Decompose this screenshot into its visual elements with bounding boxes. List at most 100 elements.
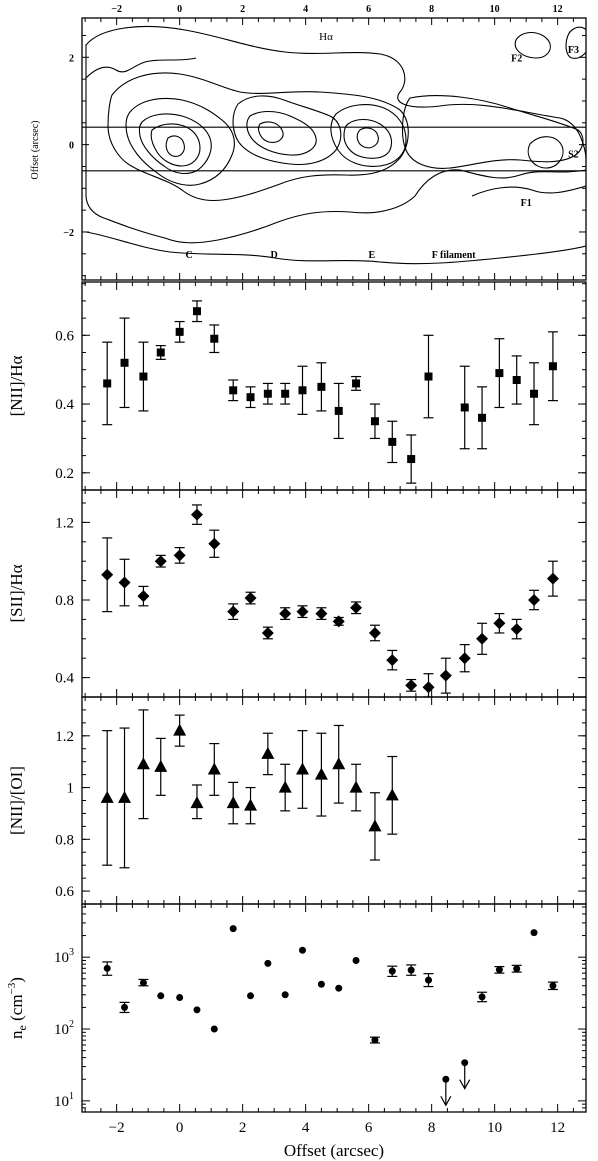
data-point-diamond <box>546 572 559 585</box>
data-point-triangle <box>349 780 363 793</box>
data-point-diamond <box>439 669 452 682</box>
data-point-diamond <box>261 626 274 639</box>
contour-f3 <box>565 26 586 59</box>
data-point-diamond <box>208 537 221 550</box>
data-point-diamond <box>528 593 541 606</box>
data-point-square <box>298 386 307 395</box>
contour-d-outer <box>232 95 342 166</box>
annotation-label: F2 <box>511 54 522 65</box>
contour-map <box>85 25 586 265</box>
data-point-square <box>246 393 255 402</box>
contour-e-outer <box>330 104 407 167</box>
data-point-circle <box>352 956 360 964</box>
data-point-circle <box>425 976 432 984</box>
data-point-diamond <box>296 605 309 618</box>
contour-d-peak <box>258 121 284 143</box>
data-point-square <box>495 369 504 378</box>
y-axis-label: [SII]/Hα <box>7 564 26 622</box>
x-tick-label: 12 <box>550 1120 565 1136</box>
contour-f1 <box>471 185 586 197</box>
y-tick-label: 0.8 <box>55 832 74 848</box>
data-point-square <box>478 413 487 422</box>
data-point-circle <box>157 992 165 1000</box>
data-point-circle <box>176 993 184 1001</box>
data-point-square <box>192 307 201 316</box>
panel-frame <box>81 903 587 1113</box>
data-point-square <box>370 417 379 426</box>
contour-level-2 <box>107 72 409 202</box>
halpha-line-label: Hα <box>319 31 333 43</box>
data-point-triangle <box>314 767 328 780</box>
x-tick-label-top: 10 <box>490 4 500 15</box>
annotation-label: S2 <box>568 150 579 161</box>
contour-level-5 <box>150 123 201 167</box>
data-point-square <box>352 379 361 388</box>
y-tick-label: 1.2 <box>55 515 74 531</box>
data-point-circle <box>317 980 325 988</box>
data-point-circle <box>478 993 486 1001</box>
annotation-label: D <box>271 250 278 261</box>
data-point-triangle <box>118 790 132 803</box>
data-point-square <box>388 437 397 446</box>
data-point-diamond <box>493 617 506 630</box>
x-tick-label: 6 <box>365 1120 373 1136</box>
data-point-square <box>317 382 326 391</box>
annotation-label: C <box>185 250 192 261</box>
data-point-circle <box>210 1025 218 1033</box>
data-point-circle <box>371 1036 379 1044</box>
data-point-square <box>407 455 416 464</box>
y-tick-label: 101 <box>54 1091 74 1110</box>
data-point-diamond <box>510 623 523 636</box>
x-tick-label-top: −2 <box>111 4 122 15</box>
data-point-circle <box>530 929 538 937</box>
data-point-square <box>156 348 165 357</box>
data-point-circle <box>121 1003 129 1011</box>
data-point-triangle <box>173 723 187 736</box>
data-point-diamond <box>227 605 240 618</box>
panel-frame <box>81 696 587 905</box>
data-point-square <box>175 327 184 336</box>
top-panel-ylabel: Offset (arcsec) <box>30 121 41 180</box>
data-point-triangle <box>385 788 399 801</box>
contour-level-1 <box>85 25 586 244</box>
data-point-circle <box>495 966 503 974</box>
data-point-diamond <box>422 681 435 694</box>
data-point-square <box>210 334 219 343</box>
panel-frame <box>81 489 587 698</box>
data-point-diamond <box>118 576 131 589</box>
upper-limit-arrowhead <box>459 1079 471 1090</box>
data-point-circle <box>193 1006 201 1014</box>
contour-d-inner <box>246 110 317 156</box>
region-annotations: C D E F filament F1 S2 F2 F3 <box>185 45 578 261</box>
upper-limit-arrowhead <box>440 1095 452 1107</box>
data-point-circle <box>229 925 237 933</box>
data-point-triangle <box>226 796 240 809</box>
x-tick-label: −2 <box>109 1120 125 1136</box>
contour-f2 <box>514 31 551 59</box>
contour-level-4 <box>138 113 212 175</box>
data-point-circle <box>513 965 521 973</box>
data-point-diamond <box>154 555 167 568</box>
data-point-square <box>530 389 539 398</box>
data-point-diamond <box>332 615 345 628</box>
data-point-diamond <box>137 590 150 603</box>
data-point-circle <box>264 959 272 967</box>
data-point-triangle <box>332 757 346 770</box>
x-tick-label-top: 6 <box>366 4 371 15</box>
data-point-diamond <box>173 549 186 562</box>
data-point-circle <box>335 984 343 992</box>
data-point-square <box>120 358 129 367</box>
annotation-label: F3 <box>568 45 579 56</box>
panel-frame <box>81 281 587 491</box>
y-tick-label: 1.2 <box>55 729 74 745</box>
contour-filament <box>401 95 584 169</box>
data-point-circle <box>407 966 415 974</box>
x-tick-label-top: 0 <box>177 4 182 15</box>
data-point-square <box>139 372 148 381</box>
x-tick-label: 0 <box>176 1120 184 1136</box>
y-tick-label: 0.6 <box>55 884 74 900</box>
panel-sii-halpha: 0.4 0.8 1.2 [SII]/Hα <box>7 489 587 698</box>
y-axis-label: [NII]/[OI] <box>7 766 26 835</box>
panel-nii-halpha: 0.2 0.4 0.6 [NII]/Hα <box>7 281 587 491</box>
annotation-label: F filament <box>432 250 476 261</box>
